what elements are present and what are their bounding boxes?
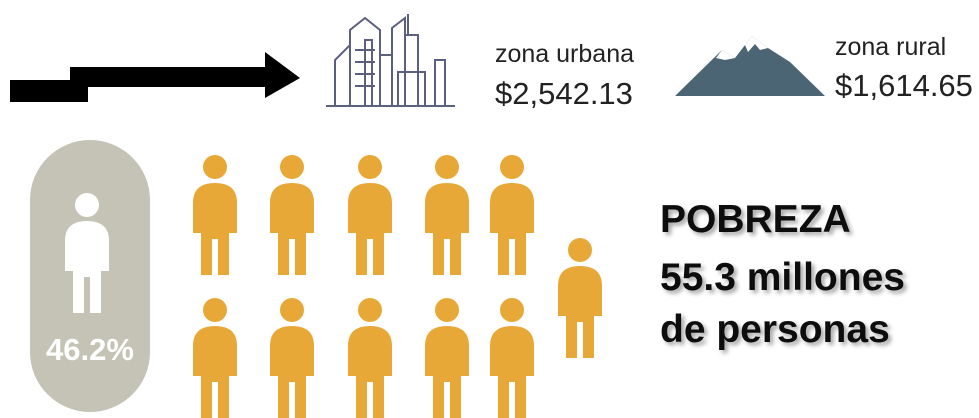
share-value: 46.2% — [46, 332, 134, 367]
person-icon — [270, 155, 314, 275]
person-icon — [490, 155, 534, 275]
arrow — [10, 52, 300, 102]
people-group — [193, 155, 602, 418]
person-icon — [348, 298, 392, 418]
mountain-snow — [716, 36, 768, 60]
urban-amount: $2,542.13 — [495, 76, 633, 111]
poverty-title: POBREZA — [660, 198, 851, 241]
person-icon — [193, 298, 237, 418]
urban-label: zona urbana — [495, 40, 634, 68]
person-icon — [425, 298, 469, 418]
rural-amount: $1,614.65 — [835, 68, 973, 103]
person-icon — [558, 238, 602, 358]
person-icon — [348, 155, 392, 275]
person-icon — [490, 298, 534, 418]
mountain-icon — [675, 36, 825, 96]
city-icon — [326, 14, 455, 107]
poverty-line1: 55.3 millones — [660, 256, 905, 299]
poverty-line2: de personas — [660, 308, 890, 351]
person-icon — [425, 155, 469, 275]
rural-label: zona rural — [835, 33, 946, 61]
person-icon — [193, 155, 237, 275]
person-icon — [270, 298, 314, 418]
